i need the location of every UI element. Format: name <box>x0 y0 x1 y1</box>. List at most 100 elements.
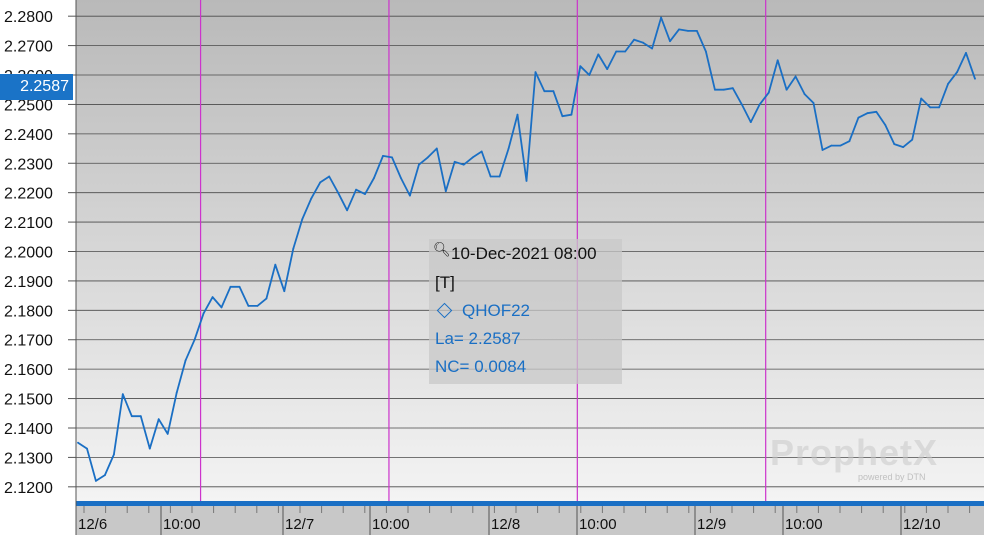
data-point <box>848 140 851 143</box>
x-axis-background <box>76 506 984 535</box>
data-tooltip: 🔍︎ 10-Dec-2021 08:00 [T] QHOF22 La= 2.25… <box>429 239 622 384</box>
data-point <box>310 197 313 200</box>
data-point <box>364 193 366 196</box>
data-point <box>184 359 187 362</box>
x-tick-label: 10:00 <box>579 516 617 533</box>
data-point <box>794 75 797 78</box>
data-point <box>471 156 474 159</box>
data-point <box>911 138 914 141</box>
y-tick-label: 2.2500 <box>4 97 53 114</box>
prophetx-logo-sub: powered by DTN <box>858 472 926 482</box>
x-tick-label: 12/8 <box>491 516 520 533</box>
tooltip-net-change: NC= 0.0084 <box>435 357 527 376</box>
data-point <box>113 453 115 456</box>
data-point <box>821 149 824 151</box>
data-point <box>435 147 438 150</box>
tooltip-symbol: QHOF22 <box>462 301 531 320</box>
grid-lines <box>76 15 984 488</box>
data-point <box>337 191 339 194</box>
data-point <box>193 338 196 341</box>
data-point <box>660 16 662 19</box>
data-point <box>705 50 707 53</box>
data-point <box>651 47 653 50</box>
y-tick-label: 2.2200 <box>4 186 53 203</box>
data-point <box>812 102 815 104</box>
data-point <box>642 41 644 44</box>
data-point <box>373 177 375 179</box>
data-point <box>157 418 160 421</box>
data-point <box>283 290 286 293</box>
data-point <box>256 305 259 307</box>
data-point <box>965 52 967 54</box>
y-tick-label: 2.2300 <box>4 156 53 173</box>
data-point <box>319 181 322 184</box>
data-point <box>498 175 501 178</box>
x-axis-ticks: 12/6 10:00 12/7 10:00 12/8 10:00 12/9 10:00 12/1… <box>75 506 971 535</box>
data-point <box>597 53 600 56</box>
diamond-icon <box>436 302 453 319</box>
data-point <box>696 30 698 32</box>
data-point <box>202 312 205 315</box>
magnifier-icon: 🔍︎ <box>433 241 451 257</box>
data-point <box>714 88 716 91</box>
data-point <box>400 177 402 179</box>
data-point <box>516 113 519 116</box>
data-point <box>570 113 573 116</box>
x-tick-label: 10:00 <box>372 516 410 533</box>
data-point <box>731 87 734 90</box>
data-point <box>130 415 133 418</box>
data-point <box>857 116 860 119</box>
tooltip-last: La= 2.2587 <box>435 329 521 348</box>
data-point <box>274 263 277 266</box>
data-point <box>418 163 420 166</box>
data-point <box>974 77 976 80</box>
data-point <box>920 97 923 100</box>
data-point <box>507 147 510 150</box>
data-point <box>391 156 393 159</box>
data-point <box>238 285 241 288</box>
data-point <box>624 50 627 53</box>
x-tick-label: 12/7 <box>285 516 314 533</box>
x-tick-label: 10:00 <box>785 516 823 533</box>
prophetx-logo: ProphetX <box>770 432 939 473</box>
y-tick-label: 2.1700 <box>4 333 53 350</box>
data-point <box>211 296 214 298</box>
data-point <box>301 218 304 221</box>
data-point <box>552 90 555 93</box>
data-point <box>489 175 492 178</box>
data-point <box>220 306 223 309</box>
data-point <box>776 59 779 62</box>
data-point <box>615 50 618 53</box>
x-tick-label: 10:00 <box>163 516 201 533</box>
data-point <box>803 93 806 95</box>
y-tick-label: 2.1500 <box>4 392 53 409</box>
data-point <box>839 144 842 147</box>
data-point <box>884 124 887 126</box>
y-tick-label: 2.2100 <box>4 215 53 232</box>
data-point <box>444 190 447 193</box>
data-point <box>355 188 357 191</box>
data-point <box>166 433 169 435</box>
data-point <box>606 68 609 70</box>
data-point <box>749 121 752 123</box>
data-point <box>543 90 546 93</box>
y-tick-label: 2.1300 <box>4 450 53 467</box>
data-point <box>947 82 949 85</box>
data-point <box>893 143 896 146</box>
data-point <box>678 28 680 31</box>
y-tick-label: 2.1600 <box>4 362 53 379</box>
data-point <box>265 297 268 300</box>
tooltip-tag: [T] <box>435 273 455 292</box>
x-tick-label: 12/9 <box>697 516 726 533</box>
last-price-label: 2.2587 <box>0 74 73 100</box>
data-point <box>579 65 582 68</box>
data-point <box>121 393 124 396</box>
data-point <box>453 160 456 163</box>
x-axis-bar <box>76 501 984 506</box>
data-point <box>247 305 250 307</box>
y-tick-label: 2.2700 <box>4 39 53 56</box>
data-point <box>426 156 429 159</box>
price-series <box>77 16 976 482</box>
data-point <box>462 163 465 166</box>
